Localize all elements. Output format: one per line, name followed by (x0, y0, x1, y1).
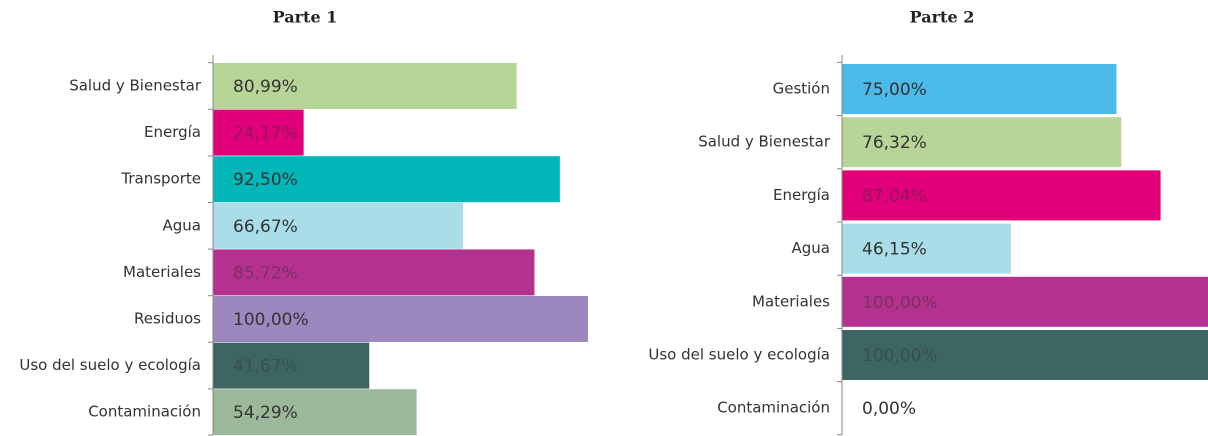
cat-label: Uso del suelo y ecología (648, 346, 830, 364)
value-label: 100,00% (233, 310, 309, 330)
value-label: 0,00% (862, 399, 916, 419)
bar (842, 276, 1208, 327)
bar (213, 202, 464, 249)
cat-label: Contaminación (717, 399, 830, 417)
cat-label: Energía (773, 186, 830, 204)
cat-label: Contaminación (88, 403, 201, 421)
cat-label: Salud y Bienestar (698, 133, 831, 151)
value-label: 85,72% (233, 263, 298, 283)
value-label: 24,17% (233, 124, 298, 144)
cat-label: Transporte (120, 170, 201, 188)
bar (842, 64, 1117, 114)
bar (213, 296, 588, 342)
bar (842, 223, 1011, 274)
bar (213, 249, 535, 296)
cat-label: Residuos (134, 310, 201, 328)
cat-label: Materiales (752, 292, 830, 310)
cat-label: Salud y Bienestar (69, 77, 202, 95)
cat-label: Uso del suelo y ecología (19, 356, 201, 374)
value-label: 100,00% (862, 293, 938, 313)
value-label: 75,00% (862, 80, 927, 100)
bar (213, 342, 370, 389)
cat-label: Materiales (123, 263, 201, 281)
cat-label: Agua (792, 239, 830, 257)
value-label: 54,29% (233, 403, 298, 423)
value-label: 41,67% (233, 357, 298, 377)
value-label: 66,67% (233, 217, 298, 237)
cat-label: Agua (163, 216, 201, 234)
bar (842, 170, 1161, 221)
bar (213, 389, 417, 436)
value-label: 92,50% (233, 170, 298, 190)
bar (213, 109, 304, 156)
value-label: 76,32% (862, 133, 927, 153)
chart-title: Parte 2 (910, 8, 975, 27)
bar (213, 156, 560, 203)
bar (213, 63, 517, 109)
value-label: 100,00% (862, 346, 938, 366)
value-label: 80,99% (233, 77, 298, 97)
bar (842, 330, 1208, 380)
cat-label: Gestión (773, 80, 830, 98)
bar (842, 117, 1122, 168)
chart-title: Parte 1 (273, 8, 338, 27)
value-label: 87,04% (862, 186, 927, 206)
cat-label: Energía (144, 123, 201, 141)
value-label: 46,15% (862, 240, 927, 260)
